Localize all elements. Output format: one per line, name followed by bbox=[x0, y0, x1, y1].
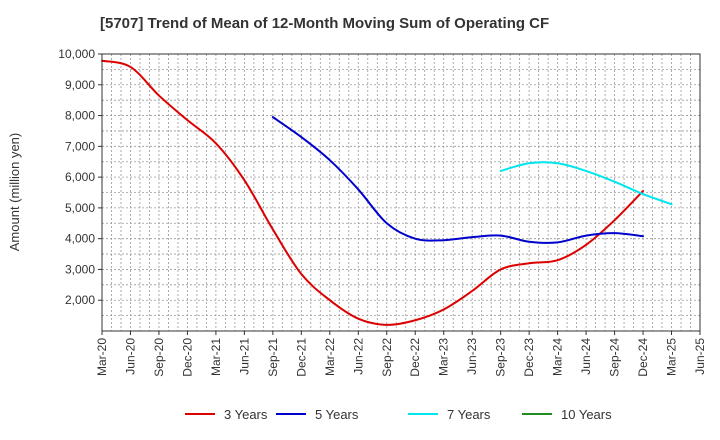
y-tick-label: 3,000 bbox=[65, 262, 95, 276]
x-tick-label: Mar-23 bbox=[437, 338, 451, 376]
series-layer bbox=[101, 59, 673, 326]
x-tick-label: Mar-22 bbox=[323, 338, 337, 376]
x-tick-label: Mar-21 bbox=[209, 338, 223, 376]
y-tick-label: 9,000 bbox=[65, 78, 95, 92]
y-tick-label: 5,000 bbox=[65, 201, 95, 215]
x-tick-label: Dec-21 bbox=[294, 338, 308, 377]
x-tick-label: Jun-21 bbox=[237, 338, 251, 375]
x-tick-label: Jun-22 bbox=[351, 338, 365, 375]
x-tick-label: Mar-25 bbox=[665, 338, 679, 376]
y-tick-label: 7,000 bbox=[65, 139, 95, 153]
x-tick-label: Jun-25 bbox=[693, 338, 707, 375]
x-tick-label: Mar-24 bbox=[551, 338, 565, 376]
legend-label-7-years: 7 Years bbox=[447, 407, 491, 422]
y-tick-label: 8,000 bbox=[65, 109, 95, 123]
x-tick-label: Jun-24 bbox=[579, 338, 593, 375]
series-line-7-years bbox=[499, 161, 673, 206]
y-axis: 2,000 3,000 4,000 5,000 6,000 7,000 8,000 9,000… bbox=[58, 47, 102, 307]
x-tick-label: Dec-22 bbox=[408, 338, 422, 377]
x-tick-label: Sep-23 bbox=[494, 338, 508, 377]
legend: 3 Years 5 Years 7 Years 10 Years bbox=[185, 407, 612, 422]
y-axis-label: Amount (million yen) bbox=[7, 133, 22, 252]
y-tick-label: 2,000 bbox=[65, 293, 95, 307]
y-tick-label: 6,000 bbox=[65, 170, 95, 184]
x-tick-label: Mar-20 bbox=[95, 338, 109, 376]
legend-label-5-years: 5 Years bbox=[315, 407, 359, 422]
series-line-5-years bbox=[271, 116, 645, 244]
x-tick-label: Jun-23 bbox=[465, 338, 479, 375]
chart-title: [5707] Trend of Mean of 12-Month Moving … bbox=[100, 15, 549, 32]
plot-area bbox=[102, 54, 700, 331]
x-tick-label: Dec-20 bbox=[180, 338, 194, 377]
x-tick-label: Dec-24 bbox=[636, 338, 650, 377]
x-axis: Mar-20 Jun-20 Sep-20 Dec-20 Mar-21 Jun-21 Sep-… bbox=[95, 331, 707, 377]
y-tick-label: 10,000 bbox=[58, 47, 95, 61]
y-tick-label: 4,000 bbox=[65, 232, 95, 246]
x-tick-label: Sep-20 bbox=[152, 338, 166, 377]
plot-frame bbox=[101, 53, 701, 332]
legend-label-3-years: 3 Years bbox=[224, 407, 268, 422]
x-tick-label: Sep-22 bbox=[380, 338, 394, 377]
legend-label-10-years: 10 Years bbox=[561, 407, 612, 422]
series-line-3-years bbox=[101, 59, 645, 326]
x-tick-label: Sep-21 bbox=[266, 338, 280, 377]
x-tick-label: Jun-20 bbox=[123, 338, 137, 375]
x-tick-label: Sep-24 bbox=[608, 338, 622, 377]
x-tick-label: Dec-23 bbox=[522, 338, 536, 377]
